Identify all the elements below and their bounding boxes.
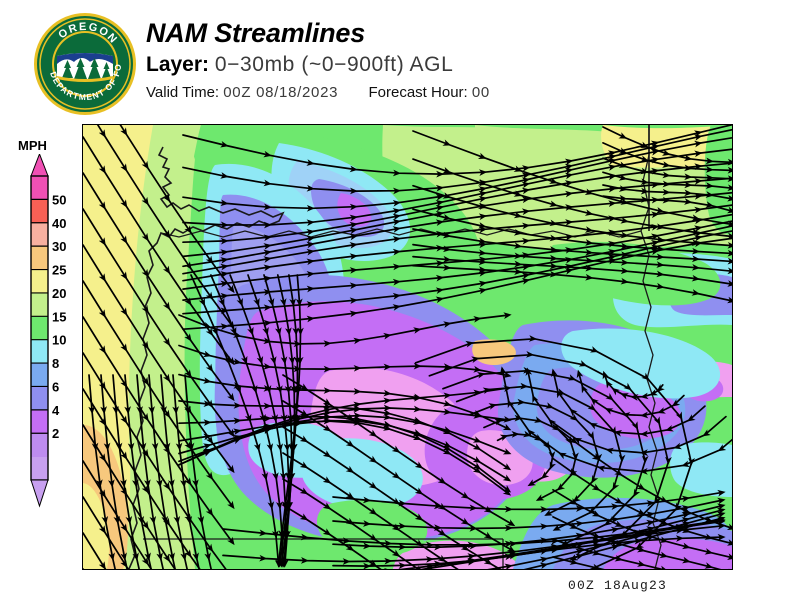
valid-time-value: 00Z 08/18/2023 bbox=[223, 84, 339, 101]
colorbar-band bbox=[31, 292, 48, 317]
colorbar-band bbox=[31, 176, 48, 200]
streamline bbox=[259, 533, 726, 569]
forecast-hour-label: Forecast Hour: bbox=[368, 84, 468, 101]
colorbar-tick-label: 15 bbox=[52, 309, 66, 324]
colorbar-tick-label: 2 bbox=[52, 426, 59, 441]
map-timestamp: 00Z 18Aug23 bbox=[568, 578, 668, 593]
colorbar-tick-label: 40 bbox=[52, 216, 66, 231]
colorbar-band bbox=[31, 222, 48, 247]
colorbar-band bbox=[31, 456, 48, 481]
colorbar-svg: 50 40 30 25 20 15 10 8 6 4 2 bbox=[30, 154, 66, 508]
colorbar-tick-label: 30 bbox=[52, 239, 66, 254]
valid-time-label: Valid Time: bbox=[146, 84, 220, 101]
oregon-department-of-forestry-logo: OREGON DEPARTMENT OF FORESTRY bbox=[29, 4, 137, 116]
colorbar-tick-label: 4 bbox=[52, 403, 60, 418]
page-title: NAM Streamlines bbox=[146, 18, 366, 48]
colorbar-tick-label: 6 bbox=[52, 379, 59, 394]
streamline bbox=[275, 274, 304, 568]
colorbar-tick-label: 10 bbox=[52, 333, 66, 348]
colorbar-legend: MPH 50 40 30 25 20 15 10 8 6 4 2 bbox=[8, 138, 78, 528]
colorbar-band bbox=[31, 246, 48, 270]
title-block: NAM Streamlines Layer: 0−30mb (~0−900ft)… bbox=[146, 18, 490, 103]
colorbar-band bbox=[31, 269, 48, 294]
layer-line: Layer: 0−30mb (~0−900ft) AGL bbox=[146, 51, 490, 79]
colorbar-band bbox=[31, 433, 48, 458]
streamline bbox=[412, 264, 732, 304]
colorbar-title: MPH bbox=[18, 138, 47, 153]
map-canvas bbox=[83, 125, 732, 569]
forecast-hour-value: 00 bbox=[471, 84, 490, 101]
colorbar-band bbox=[31, 339, 48, 364]
colorbar-band bbox=[31, 386, 48, 411]
streamline bbox=[602, 194, 732, 214]
colorbar-band bbox=[31, 316, 48, 341]
valid-time-line: Valid Time: 00Z 08/18/2023 Forecast Hour… bbox=[146, 83, 490, 103]
layer-label: Layer: bbox=[146, 53, 210, 76]
windspeed-contour-field bbox=[83, 125, 732, 569]
colorbar-band bbox=[31, 363, 48, 387]
layer-value: 0−30mb (~0−900ft) AGL bbox=[214, 53, 454, 76]
weather-map[interactable] bbox=[82, 124, 733, 570]
streamline-overlay bbox=[83, 125, 732, 569]
colorbar-tick-label: 20 bbox=[52, 286, 66, 301]
colorbar-tick-label: 50 bbox=[52, 192, 66, 207]
colorbar-tick-label: 25 bbox=[52, 263, 66, 278]
colorbar-tick-label: 8 bbox=[52, 356, 59, 371]
colorbar-band bbox=[31, 409, 48, 434]
colorbar-band bbox=[31, 199, 48, 224]
header: OREGON DEPARTMENT OF FORESTRY NAM Stream… bbox=[0, 0, 800, 124]
